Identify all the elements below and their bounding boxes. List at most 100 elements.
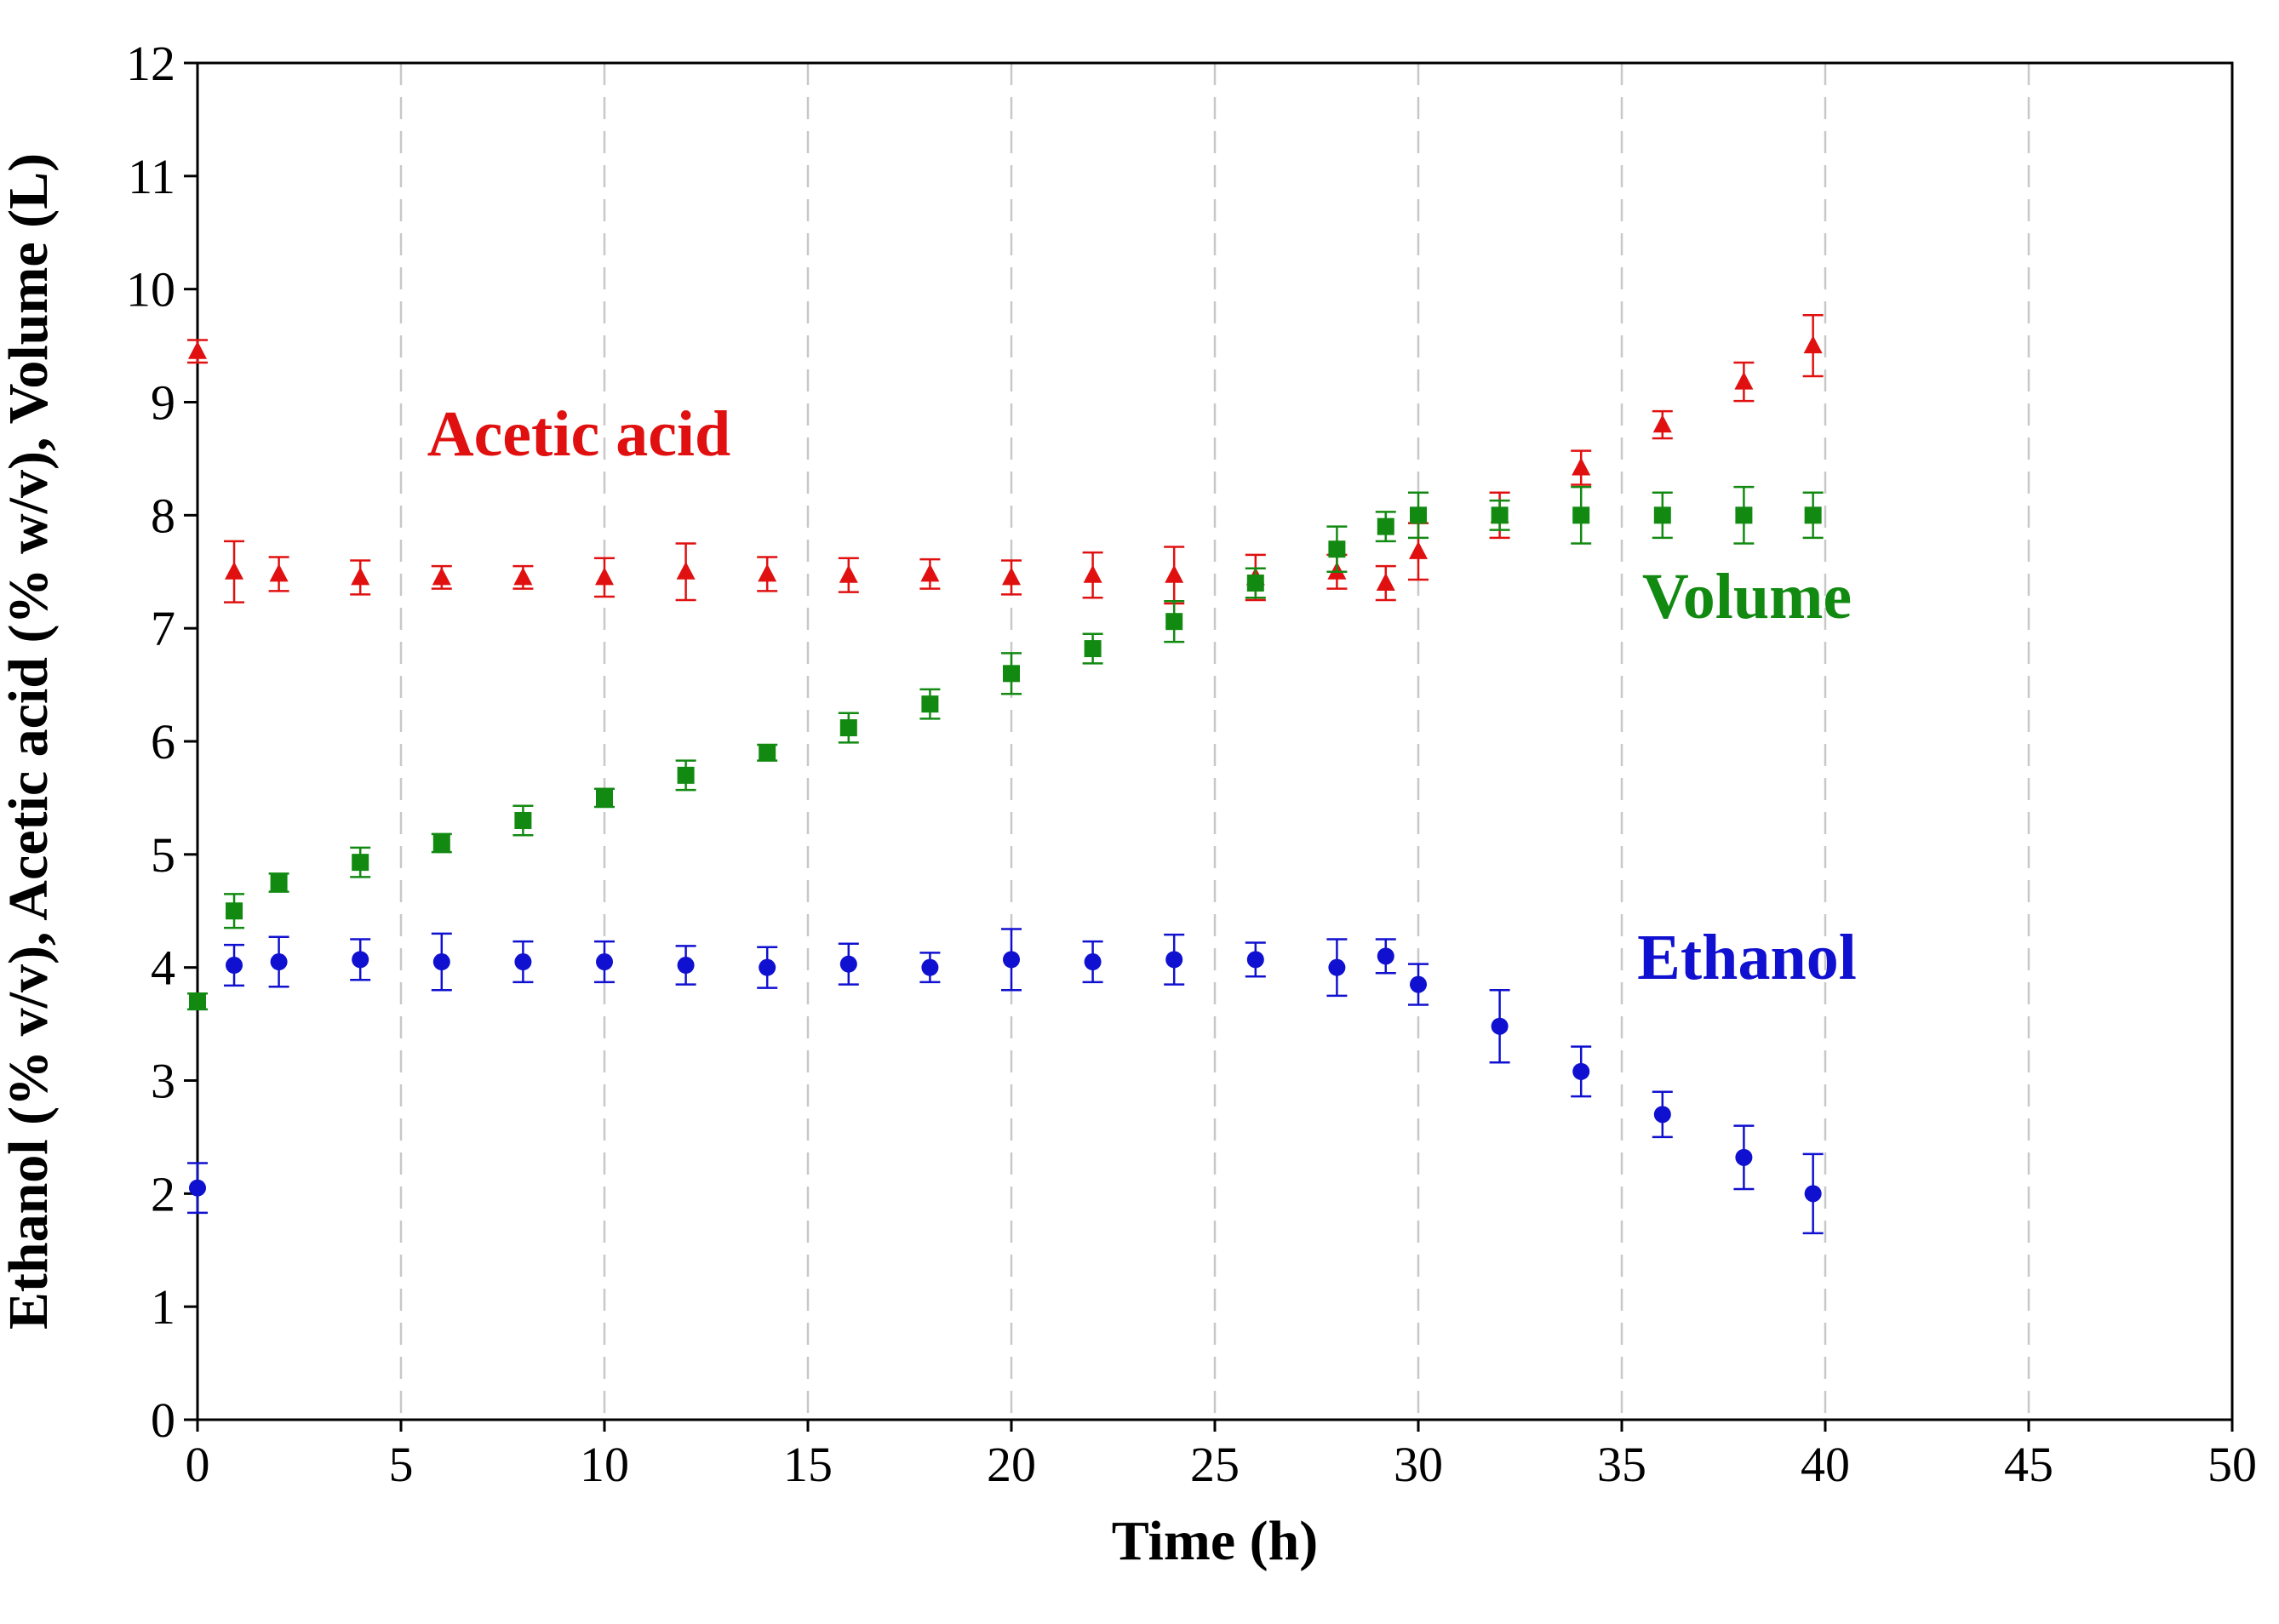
volume-point xyxy=(1410,506,1427,524)
y-tick-label: 11 xyxy=(128,149,175,204)
ethanol-point xyxy=(677,957,695,975)
ethanol-point xyxy=(352,951,369,969)
volume-point xyxy=(759,744,776,762)
acetic-acid-point xyxy=(839,564,858,583)
ethanol-point xyxy=(270,953,288,971)
y-tick-label: 9 xyxy=(151,375,175,431)
volume-point xyxy=(1377,518,1394,535)
acetic-acid-point xyxy=(225,561,244,580)
ethanol-point xyxy=(839,955,857,973)
y-tick-label: 1 xyxy=(151,1279,175,1335)
acetic-acid-point xyxy=(1165,564,1184,583)
acetic-acid-point xyxy=(432,567,451,586)
acetic-acid-point xyxy=(1734,371,1754,390)
y-tick-label: 6 xyxy=(151,714,175,769)
data-series: Acetic acid Volume Ethanol xyxy=(187,313,1857,1235)
series-ethanol: Ethanol xyxy=(187,922,1857,1235)
x-tick-label: 45 xyxy=(2004,1437,2053,1492)
y-tick-label: 10 xyxy=(126,262,175,317)
acetic-acid-point xyxy=(595,567,614,586)
acetic-acid-point xyxy=(1376,573,1395,592)
grid-lines xyxy=(399,63,2030,1420)
acetic-acid-point xyxy=(1652,415,1672,433)
volume-point xyxy=(1653,506,1671,524)
ethanol-point xyxy=(1804,1185,1822,1203)
volume-point xyxy=(432,834,450,852)
series-acetic-acid: Acetic acid xyxy=(187,313,1824,605)
x-tick-label: 10 xyxy=(580,1437,629,1492)
ethanol-point xyxy=(1165,951,1183,969)
acetic-acid-point xyxy=(1803,335,1823,354)
acetic-acid-point xyxy=(920,563,940,582)
ethanol-point xyxy=(1410,975,1427,993)
ethanol-point xyxy=(432,953,450,971)
ethanol-point xyxy=(1491,1017,1509,1035)
acetic-acid-point xyxy=(1572,457,1591,476)
acetic-acid-point xyxy=(269,563,289,582)
y-tick-label: 3 xyxy=(151,1054,175,1109)
x-tick-label: 5 xyxy=(389,1437,414,1492)
volume-point xyxy=(514,811,532,829)
ethanol-point xyxy=(1377,947,1394,965)
x-tick-label: 20 xyxy=(987,1437,1036,1492)
x-tick-label: 30 xyxy=(1394,1437,1443,1492)
x-tick-label: 50 xyxy=(2207,1437,2257,1492)
ethanol-point xyxy=(514,953,532,971)
acetic-acid-point xyxy=(758,563,777,582)
x-tick-label: 0 xyxy=(186,1437,210,1492)
x-tick-label: 40 xyxy=(1801,1437,1850,1492)
y-tick-label: 12 xyxy=(126,36,175,91)
y-tick-label: 4 xyxy=(151,941,175,996)
volume-point xyxy=(1804,506,1822,524)
acetic-acid-series-label: Acetic acid xyxy=(427,398,731,470)
volume-series-label: Volume xyxy=(1642,561,1852,632)
acetic-acid-point xyxy=(1002,567,1021,586)
volume-point xyxy=(1328,540,1346,558)
acetic-acid-point xyxy=(1409,540,1428,559)
ethanol-point xyxy=(1246,951,1264,969)
volume-point xyxy=(1491,506,1509,524)
volume-point xyxy=(1165,613,1183,631)
volume-point xyxy=(1003,665,1020,683)
volume-point xyxy=(1735,506,1753,524)
volume-point xyxy=(1246,575,1264,592)
y-tick-label: 5 xyxy=(151,827,175,883)
volume-point xyxy=(1572,506,1590,524)
acetic-acid-point xyxy=(188,340,207,359)
ethanol-series-label: Ethanol xyxy=(1637,922,1857,993)
volume-point xyxy=(352,854,369,872)
ethanol-point xyxy=(1653,1106,1671,1124)
ethanol-point xyxy=(1572,1062,1590,1080)
acetic-acid-point xyxy=(513,567,533,586)
ethanol-point xyxy=(1328,958,1346,976)
ethanol-point xyxy=(1084,953,1102,971)
ethanol-point xyxy=(189,1179,206,1197)
acetic-acid-point xyxy=(676,561,696,580)
volume-point xyxy=(189,992,206,1010)
ethanol-point xyxy=(1735,1148,1753,1166)
volume-point xyxy=(270,874,288,892)
x-tick-label: 25 xyxy=(1190,1437,1240,1492)
volume-point xyxy=(1084,640,1102,658)
y-tick-label: 0 xyxy=(151,1392,175,1448)
volume-point xyxy=(839,719,857,737)
acetic-acid-point xyxy=(351,567,370,586)
volume-point xyxy=(596,789,613,807)
y-axis-title: Ethanol (% v/v), Acetic acid (% w/v), Vo… xyxy=(0,153,60,1330)
ethanol-point xyxy=(759,958,776,976)
volume-point xyxy=(677,766,695,784)
ethanol-point xyxy=(921,958,939,976)
y-tick-label: 7 xyxy=(151,601,175,656)
y-tick-label: 2 xyxy=(151,1166,175,1221)
x-tick-label: 35 xyxy=(1597,1437,1646,1492)
y-tick-label: 8 xyxy=(151,488,175,543)
x-tick-label: 15 xyxy=(783,1437,833,1492)
ethanol-point xyxy=(226,957,243,975)
volume-point xyxy=(921,695,939,713)
ethanol-point xyxy=(1003,951,1020,969)
volume-point xyxy=(226,902,243,920)
